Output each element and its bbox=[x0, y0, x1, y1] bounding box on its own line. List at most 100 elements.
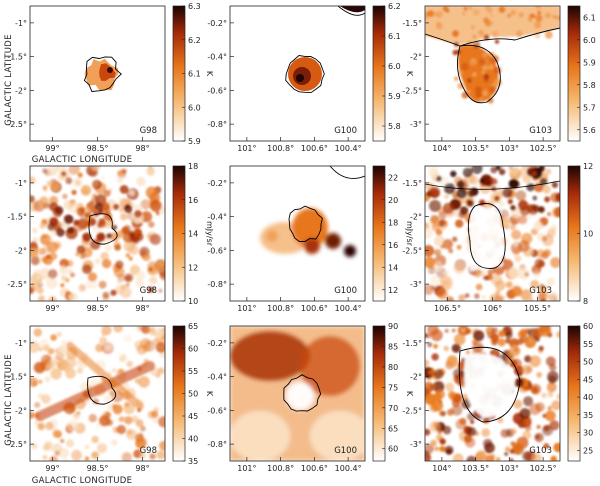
heatmap-image bbox=[30, 166, 165, 301]
y-tick-label: -2° bbox=[410, 53, 422, 62]
plot-frame bbox=[229, 325, 366, 462]
colorbar-tick-label: 5.7 bbox=[583, 103, 596, 112]
colorbar-tick-label: 6.0 bbox=[583, 36, 596, 45]
x-tick-label: 104° bbox=[432, 464, 451, 473]
colorbar-tick-label: 6.2 bbox=[188, 36, 201, 45]
heatmap-image bbox=[230, 326, 365, 461]
colorbar-tick-label: 12 bbox=[388, 286, 398, 295]
colorbar-tick-label: 80 bbox=[388, 363, 398, 372]
colorbar-tick-label: 65 bbox=[188, 322, 198, 331]
x-tick-label: 99° bbox=[45, 464, 59, 473]
y-tick-label: -3° bbox=[410, 120, 422, 129]
x-tick-label: 100.4° bbox=[335, 464, 362, 473]
panel-g100-r1: 101° 100.8° 100.6° 100.4° -0.2° -0.4° -0.6° -0.… bbox=[207, 2, 414, 153]
colorbar-tick-label: 35 bbox=[583, 411, 593, 420]
x-tick-label: 100.8° bbox=[267, 144, 294, 153]
panel-g100-r3: 101° 100.8° 100.6° 100.4° -0.2° -0.4° -0.6° -0.… bbox=[207, 322, 414, 473]
region-name: G103 bbox=[529, 126, 552, 136]
y-axis-label-top: GALACTIC LATITUDE bbox=[4, 34, 14, 125]
x-tick-label: 100.4° bbox=[335, 144, 362, 153]
colorbar bbox=[372, 165, 386, 302]
colorbar-tick-label: 6.1 bbox=[388, 32, 401, 41]
x-tick-label: 103° bbox=[500, 144, 519, 153]
x-tick-label: 101° bbox=[237, 304, 256, 313]
y-tick-label: -2.5° bbox=[402, 246, 422, 255]
heatmap-image bbox=[30, 326, 165, 461]
x-tick-label: 98° bbox=[135, 464, 149, 473]
colorbar-tick-label: 12 bbox=[583, 162, 593, 171]
panel-g98-r3: 99° 98.5° 98° -1° -1.5° -2° -2.5° G98 35 40 45 50 55… bbox=[7, 322, 214, 473]
region-name: G100 bbox=[334, 446, 357, 456]
x-tick-label: 103° bbox=[500, 464, 519, 473]
colorbar-tick-label: 16 bbox=[388, 241, 398, 250]
y-tick-label: -0.8° bbox=[207, 120, 227, 129]
colorbar-tick-label: 20 bbox=[388, 196, 398, 205]
y-tick-label: -1° bbox=[15, 339, 27, 348]
x-tick-label: 106.5° bbox=[434, 304, 461, 313]
colorbar-tick-label: 6.1 bbox=[188, 70, 201, 79]
colorbar-tick-label: 55 bbox=[188, 367, 198, 376]
colorbar-tick-label: 6.0 bbox=[188, 103, 201, 112]
y-tick-label: -0.4° bbox=[207, 373, 227, 382]
y-tick-label: -0.8° bbox=[207, 280, 227, 289]
x-tick-label: 101° bbox=[237, 144, 256, 153]
region-name: G100 bbox=[334, 286, 357, 296]
y-tick-label: -1.5° bbox=[402, 339, 422, 348]
colorbar-tick-label: 10 bbox=[188, 297, 198, 306]
y-tick-label: -2.5° bbox=[402, 86, 422, 95]
colorbar-tick-label: 65 bbox=[388, 424, 398, 433]
y-tick-label: -2° bbox=[410, 213, 422, 222]
y-tick-label: -0.6° bbox=[207, 246, 227, 255]
y-tick-label: -1° bbox=[15, 19, 27, 28]
y-tick-label: -2° bbox=[15, 406, 27, 415]
colorbar-unit: mJy/sr bbox=[205, 221, 214, 247]
colorbar-tick-label: 60 bbox=[188, 345, 198, 354]
x-tick-label: 99° bbox=[45, 304, 59, 313]
y-axis-label-bottom: GALACTIC LATITUDE bbox=[4, 354, 14, 445]
x-tick-label: 98° bbox=[135, 144, 149, 153]
x-tick-label: 98.5° bbox=[87, 144, 109, 153]
x-tick-label: 106° bbox=[483, 304, 502, 313]
colorbar-tick-label: 90 bbox=[388, 322, 398, 331]
colorbar-tick-label: 6.1 bbox=[583, 13, 596, 22]
colorbar-tick-label: 60 bbox=[388, 445, 398, 454]
x-tick-label: 105.5° bbox=[524, 304, 551, 313]
y-tick-label: -0.2° bbox=[207, 19, 227, 28]
region-name: G98 bbox=[140, 126, 157, 136]
panel-g98-r1: 99° 98.5° 98° -1° -1.5° -2° -2.5° G98 5.9 6.0 6.1 6… bbox=[7, 2, 214, 153]
y-tick-label: -3° bbox=[410, 280, 422, 289]
colorbar bbox=[567, 325, 581, 462]
y-tick-label: -0.2° bbox=[207, 339, 227, 348]
y-tick-label: -2° bbox=[15, 246, 27, 255]
colorbar-unit: K bbox=[205, 71, 214, 77]
colorbar-tick-label: 75 bbox=[388, 383, 398, 392]
panel-g98-r2: 99° 98.5° 98° -1° -1.5° -2° -2.5° G98 10 12 14 16 18… bbox=[7, 162, 214, 313]
colorbar-tick-label: 50 bbox=[188, 390, 198, 399]
x-tick-label: 100.4° bbox=[335, 304, 362, 313]
y-tick-label: -1.5° bbox=[7, 213, 27, 222]
colorbar-tick-label: 5.9 bbox=[188, 137, 201, 146]
panel-g103-r1: 104° 103.5° 103° 102.5° -1.5° -2° -2.5° -3° G103… bbox=[402, 5, 596, 153]
y-tick-label: -0.6° bbox=[207, 406, 227, 415]
y-tick-label: -0.8° bbox=[207, 440, 227, 449]
colorbar bbox=[567, 5, 581, 142]
x-tick-label: 98.5° bbox=[87, 464, 109, 473]
colorbar-tick-label: 22 bbox=[388, 173, 398, 182]
heatmap-image bbox=[425, 6, 560, 104]
colorbar-tick-label: 85 bbox=[388, 342, 398, 351]
colorbar bbox=[372, 325, 386, 462]
colorbar-tick-label: 12 bbox=[188, 263, 198, 272]
x-tick-label: 101° bbox=[237, 464, 256, 473]
x-tick-label: 103.5° bbox=[462, 144, 489, 153]
y-tick-label: -0.4° bbox=[207, 213, 227, 222]
colorbar-tick-label: 40 bbox=[583, 393, 593, 402]
x-tick-label: 100.8° bbox=[267, 304, 294, 313]
x-tick-label: 98.5° bbox=[87, 304, 109, 313]
y-tick-label: -2.5° bbox=[402, 406, 422, 415]
panel-g103-r3: 104° 103.5° 103° 102.5° -1.5° -2° -2.5° -3° G103… bbox=[402, 322, 593, 473]
y-tick-label: -1.5° bbox=[402, 179, 422, 188]
y-tick-label: -1.5° bbox=[402, 19, 422, 28]
x-tick-label: 103.5° bbox=[462, 464, 489, 473]
region-name: G98 bbox=[140, 286, 157, 296]
x-tick-label: 104° bbox=[432, 144, 451, 153]
